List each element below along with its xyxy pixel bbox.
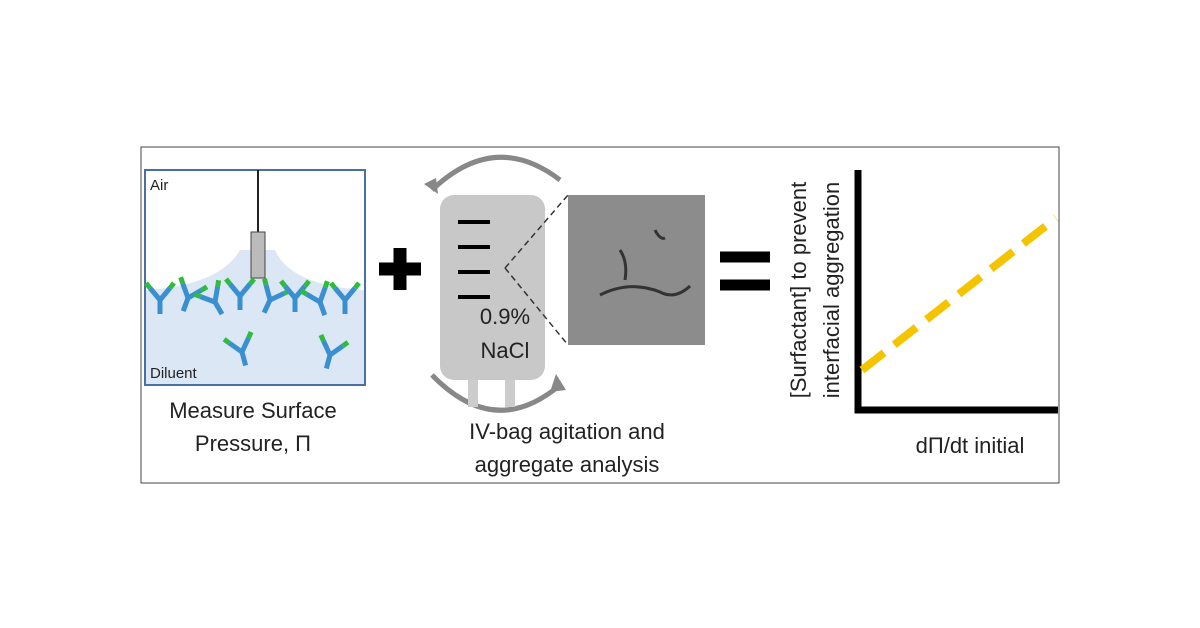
- plot-axes: [854, 170, 1058, 414]
- equals-sign: [720, 251, 770, 291]
- probe: [250, 231, 266, 279]
- bag-graduations: [458, 220, 490, 299]
- aggregate: [599, 229, 692, 297]
- zoom-lines: [504, 194, 569, 346]
- bag-port: [505, 375, 515, 407]
- caption: Measure Surface: [169, 398, 337, 423]
- caption: IV-bag agitation and: [469, 419, 665, 444]
- x-label: dΠ/dt initial: [916, 433, 1025, 458]
- micrograph: [568, 195, 705, 345]
- bag-label: 0.9%: [480, 304, 530, 329]
- bag-port: [468, 375, 478, 407]
- y-label: [Surfactant] to prevent: [786, 182, 811, 398]
- caption: Pressure, Π: [195, 431, 311, 456]
- agitation-arrow: [430, 154, 562, 192]
- diluent-label: Diluent: [150, 365, 198, 382]
- iv-bag: [440, 195, 545, 380]
- arrow-head: [424, 178, 438, 194]
- arrow-head: [550, 374, 566, 392]
- agitation-arrow: [430, 373, 562, 413]
- bag-label: NaCl: [481, 338, 530, 363]
- trough-border: [144, 169, 366, 386]
- y-label: interfacial aggregation: [819, 182, 844, 398]
- trend-line: [859, 214, 1059, 374]
- caption: aggregate analysis: [475, 452, 660, 477]
- air-label: Air: [150, 177, 168, 194]
- plus-sign: [379, 248, 421, 290]
